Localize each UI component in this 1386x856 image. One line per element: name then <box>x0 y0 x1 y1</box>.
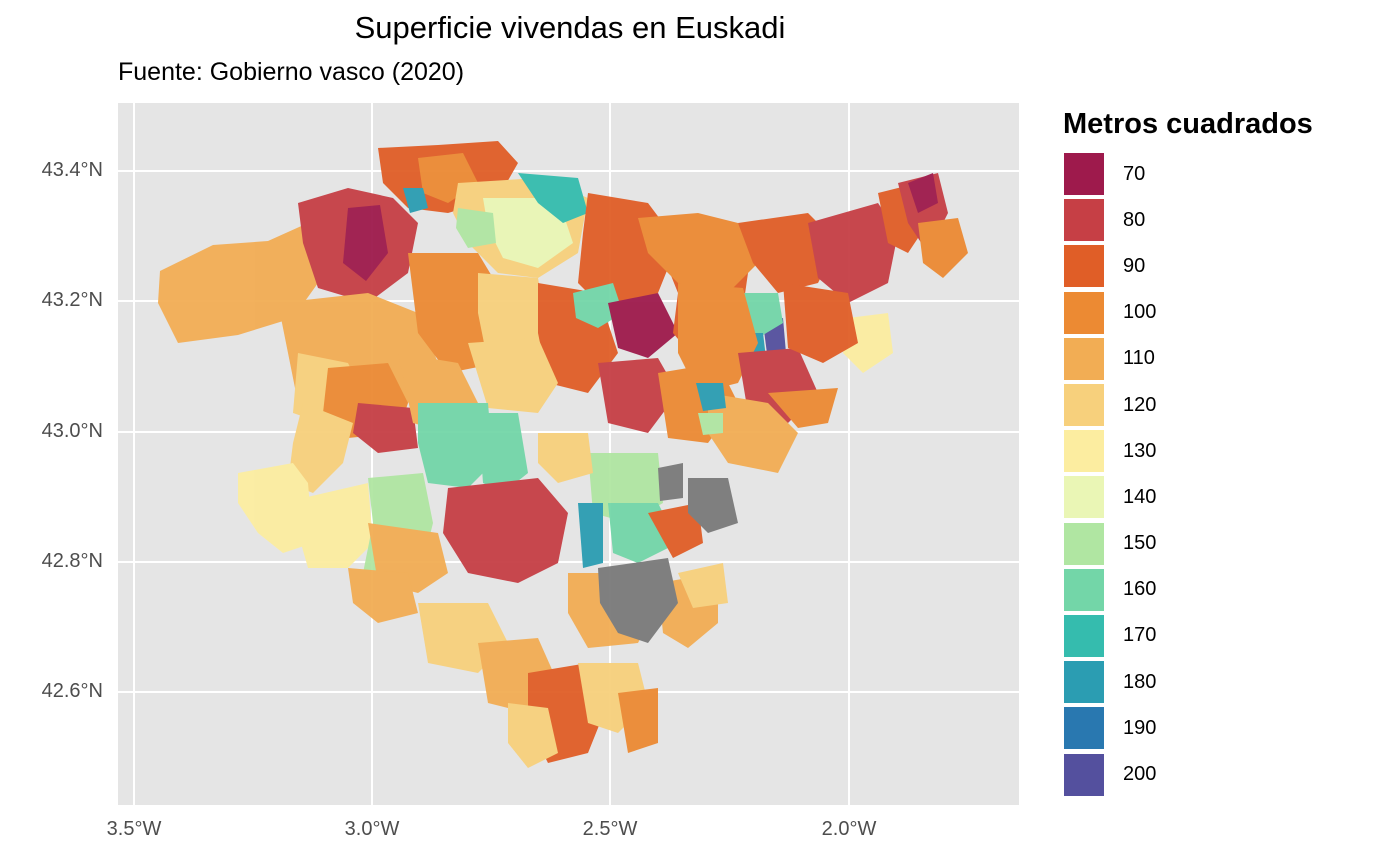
region-araba-west-light <box>238 463 313 553</box>
legend-item: 80 <box>1063 197 1313 243</box>
region-ayala-light <box>288 403 353 493</box>
region-orduna-2 <box>353 403 418 453</box>
legend-item: 170 <box>1063 613 1313 659</box>
region-map <box>158 141 968 768</box>
region-bilbao-green <box>456 208 496 248</box>
legend-item: 70 <box>1063 151 1313 197</box>
region-araba-south-west <box>348 568 418 623</box>
region-missing-east-1 <box>688 478 738 533</box>
x-tick-label: 3.0°W <box>344 818 400 840</box>
legend-swatch <box>1063 244 1105 289</box>
region-arratia <box>468 338 558 413</box>
legend-label: 100 <box>1123 301 1157 324</box>
legend-item: 140 <box>1063 474 1313 520</box>
region-araba-east-light <box>678 563 728 608</box>
y-tick-label: 43.2°N <box>41 289 103 311</box>
region-durango-teal <box>573 283 623 328</box>
legend-label: 150 <box>1123 532 1157 555</box>
legend-label: 160 <box>1123 578 1157 601</box>
legend-title: Metros cuadrados <box>1063 108 1313 140</box>
legend-item: 150 <box>1063 521 1313 567</box>
region-araba-south-6 <box>618 688 658 753</box>
legend-swatch <box>1063 290 1105 335</box>
region-araba-blue <box>578 503 603 568</box>
region-gipuzkoa-east-light <box>843 313 893 373</box>
legend-item: 190 <box>1063 705 1313 751</box>
legend-label: 120 <box>1123 393 1157 416</box>
legend: Metros cuadrados 70 80 90 100 110 120 130 140 15… <box>1063 108 1313 798</box>
region-gipuzkoa-teal-2 <box>696 383 726 411</box>
region-araba-mid-light <box>538 433 593 483</box>
region-araba-red-2 <box>648 503 703 558</box>
legend-item: 160 <box>1063 567 1313 613</box>
legend-swatch <box>1063 752 1105 797</box>
legend-item: 90 <box>1063 243 1313 289</box>
legend-label: 110 <box>1123 347 1155 370</box>
legend-item: 120 <box>1063 382 1313 428</box>
legend-swatch <box>1063 198 1105 243</box>
legend-item: 110 <box>1063 336 1313 382</box>
region-araba-red-big <box>443 478 568 583</box>
x-tick-label: 3.5°W <box>106 818 162 840</box>
legend-item: 130 <box>1063 428 1313 474</box>
legend-item: 180 <box>1063 659 1313 705</box>
region-araba-west-light-2 <box>298 483 373 568</box>
region-bizkaia-south-east <box>598 358 678 433</box>
y-tick-label: 42.6°N <box>41 680 103 702</box>
region-gipuzkoa-south-2 <box>768 388 838 428</box>
legend-item: 200 <box>1063 751 1313 797</box>
legend-label: 140 <box>1123 485 1157 508</box>
y-tick-label: 42.8°N <box>41 550 103 572</box>
legend-swatch <box>1063 567 1105 612</box>
region-gipuzkoa-south <box>708 393 798 473</box>
region-araba-teal-1 <box>418 403 493 488</box>
x-tick-label: 2.0°W <box>821 818 877 840</box>
legend-swatch <box>1063 383 1105 428</box>
y-tick-label: 43.4°N <box>41 159 103 181</box>
legend-label: 130 <box>1123 439 1157 462</box>
legend-label: 180 <box>1123 670 1157 693</box>
region-araba-teal-2 <box>478 413 528 493</box>
legend-swatch <box>1063 660 1105 705</box>
region-gipuzkoa-mid-2 <box>783 283 858 363</box>
legend-label: 190 <box>1123 716 1157 739</box>
legend-label: 170 <box>1123 624 1157 647</box>
region-gipuzkoa-coast-1 <box>638 213 758 293</box>
region-oiartzun <box>918 218 968 278</box>
region-bizkaia-west <box>158 223 318 343</box>
legend-label: 80 <box>1123 208 1146 231</box>
region-bilbao-teal-2 <box>403 188 428 213</box>
region-araba-south-5 <box>508 703 558 768</box>
map-panel <box>118 103 1019 805</box>
legend-label: 70 <box>1123 162 1146 185</box>
chart-subtitle: Fuente: Gobierno vasco (2020) <box>118 58 465 86</box>
region-bizkaia-coast-west-2 <box>343 205 388 281</box>
region-hondarribia <box>908 173 938 213</box>
y-tick-label: 43.0°N <box>41 420 103 442</box>
legend-label: 200 <box>1123 763 1157 786</box>
region-gipuzkoa-coast-3 <box>808 203 898 303</box>
legend-swatch <box>1063 336 1105 381</box>
region-missing-treviño <box>598 558 678 643</box>
legend-swatch <box>1063 429 1105 474</box>
legend-swatch <box>1063 706 1105 751</box>
legend-item: 100 <box>1063 290 1313 336</box>
region-durango-red <box>608 293 678 358</box>
region-missing-east-2 <box>658 463 683 501</box>
legend-swatch <box>1063 475 1105 520</box>
legend-items: 70 80 90 100 110 120 130 140 150 160 170 180 190 200 <box>1063 151 1313 798</box>
region-bilbao-teal <box>518 173 588 223</box>
region-gipuzkoa-green <box>698 413 723 435</box>
legend-swatch <box>1063 152 1105 197</box>
chart-title: Superficie vivendas en Euskadi <box>354 10 786 45</box>
legend-swatch <box>1063 521 1105 566</box>
region-bilbao-center <box>483 198 573 268</box>
x-tick-label: 2.5°W <box>582 818 638 840</box>
legend-swatch <box>1063 613 1105 658</box>
region-gipuzkoa-mid <box>678 283 758 393</box>
legend-label: 90 <box>1123 254 1146 277</box>
